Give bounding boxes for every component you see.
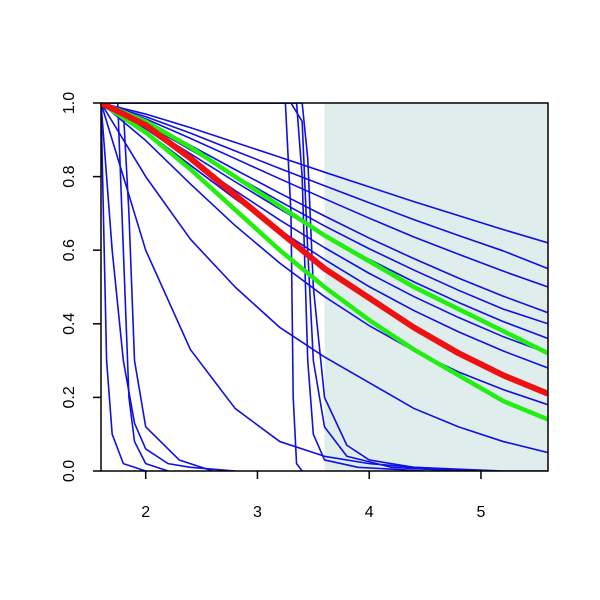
curves — [101, 103, 548, 471]
curve — [101, 103, 548, 244]
y-tick-label: 0.0 — [61, 460, 78, 482]
x-tick-label: 4 — [365, 504, 374, 521]
curve — [101, 103, 548, 454]
shaded-region — [324, 103, 548, 471]
curve — [101, 103, 548, 471]
curve — [101, 103, 303, 471]
x-tick-label: 3 — [253, 504, 262, 521]
curve — [101, 103, 548, 406]
curve — [101, 103, 481, 471]
curve — [101, 103, 548, 369]
y-tick-label: 0.2 — [61, 386, 78, 408]
y-tick-label: 0.8 — [61, 165, 78, 187]
curve — [101, 103, 459, 471]
y-tick-label: 0.4 — [61, 313, 78, 335]
curve — [101, 103, 548, 397]
curve — [101, 103, 548, 356]
x-tick-label: 5 — [476, 504, 485, 521]
curve — [101, 103, 169, 471]
plot-box — [100, 102, 549, 472]
curve — [101, 103, 548, 422]
curve — [101, 103, 236, 471]
curve — [101, 103, 426, 471]
curve — [101, 103, 548, 288]
y-tick-label: 0.6 — [61, 239, 78, 261]
x-tick-label: 2 — [141, 504, 150, 521]
curve — [101, 103, 146, 471]
curve — [101, 103, 548, 270]
y-tick-label: 1.0 — [61, 92, 78, 114]
